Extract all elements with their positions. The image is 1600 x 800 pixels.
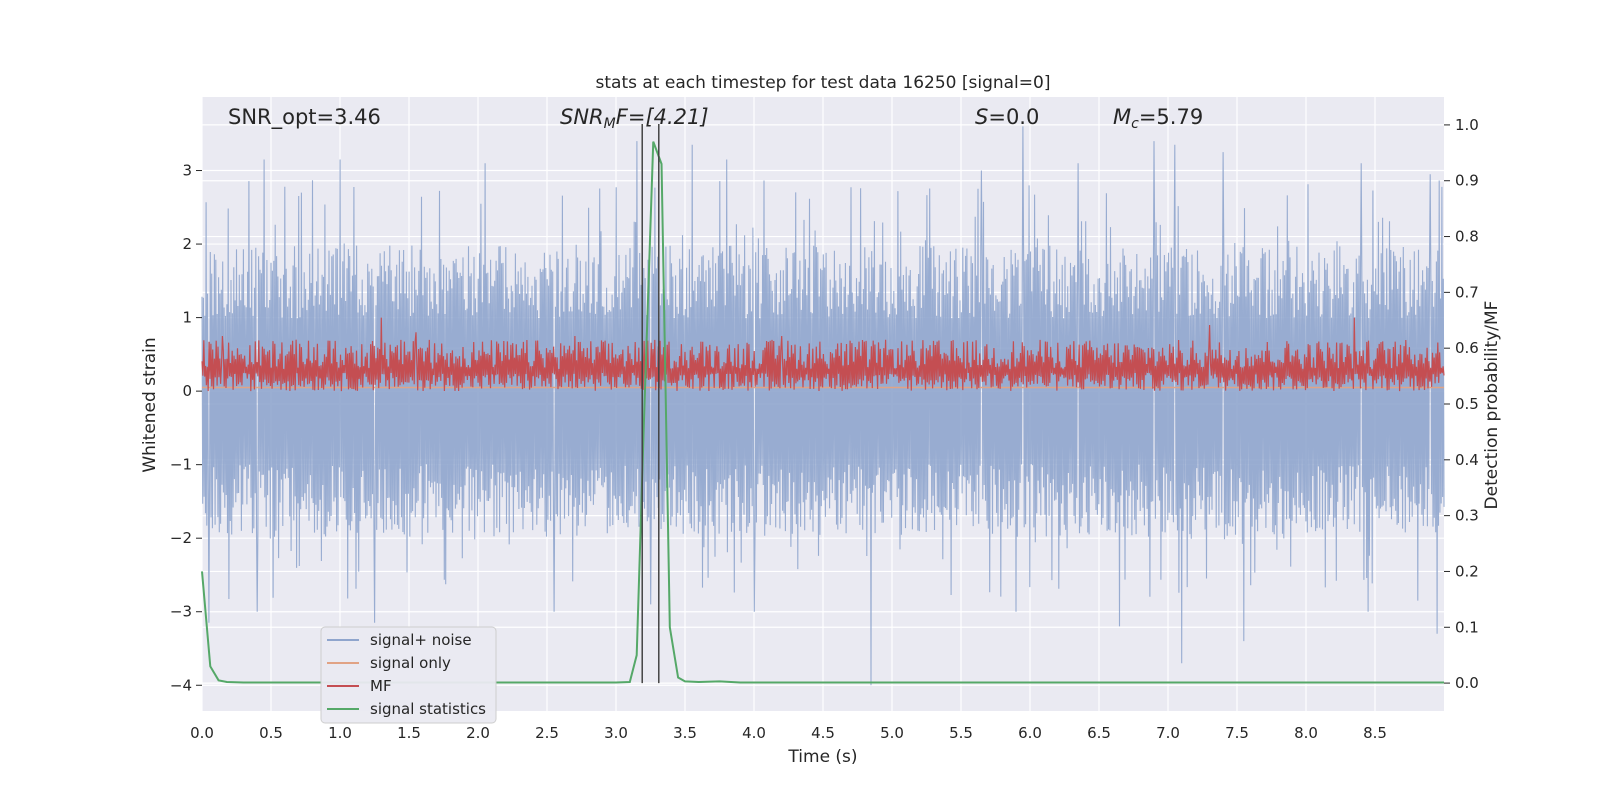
annotation-mc-value: =5.79: [1139, 105, 1203, 129]
annotation-snr-mf-value: F=[4.21]: [616, 105, 709, 129]
x-tick-label: 6.0: [1018, 724, 1042, 742]
series-mf: [201, 317, 1445, 392]
annotation-snr-mf-symbol: SNR: [560, 105, 604, 129]
vertical-markers: [641, 124, 660, 684]
chart-title: stats at each timestep for test data 162…: [596, 73, 1051, 93]
y2-tick-label: 0.5: [1455, 395, 1479, 413]
y2-tick-label: 0.0: [1455, 674, 1479, 692]
y2-axis-label: Detection probability/MF: [1482, 301, 1502, 510]
annotation-s-symbol: S: [975, 105, 988, 129]
x-tick-label: 7.5: [1225, 724, 1249, 742]
annotation-snr-mf: SNRMF=[4.21]: [560, 105, 709, 132]
y-tick-label: −3: [170, 603, 192, 621]
x-tick-label: 8.5: [1363, 724, 1387, 742]
y2-tick-label: 1.0: [1455, 116, 1479, 134]
series-layer: [201, 126, 1445, 686]
y-tick-label: −2: [170, 529, 192, 547]
y2-tick-label: 0.8: [1455, 228, 1479, 246]
annotation-snr-opt: SNR_opt=3.46: [228, 105, 381, 130]
legend-box: [320, 626, 497, 724]
series-signal-statistics: [201, 141, 1444, 684]
annotation-snr-mf-subscript: M: [604, 116, 616, 132]
x-axis-label: Time (s): [787, 747, 857, 767]
y-tick-label: 0: [182, 382, 192, 400]
y2-tick-label: 0.4: [1455, 451, 1479, 469]
y-tick-label: −4: [170, 676, 192, 694]
legend-label-signal-statistics: signal statistics: [370, 700, 486, 718]
annotation-mc-subscript: c: [1131, 116, 1139, 132]
x-tick-label: 0.0: [190, 724, 214, 742]
y2-tick-label: 0.3: [1455, 507, 1479, 525]
x-tick-label: 2.0: [466, 724, 490, 742]
x-tick-label: 5.5: [949, 724, 973, 742]
y2-tick-label: 0.2: [1455, 562, 1479, 580]
y-tick-label: −1: [170, 456, 192, 474]
y-tick-label: 3: [182, 162, 192, 180]
x-tick-label: 1.5: [397, 724, 421, 742]
x-tick-label: 5.0: [880, 724, 904, 742]
y2-tick-label: 0.6: [1455, 339, 1479, 357]
x-tick-label: 3.5: [673, 724, 697, 742]
legend-label-mf: MF: [370, 677, 392, 695]
x-tick-label: 8.0: [1294, 724, 1318, 742]
x-tick-label: 7.0: [1156, 724, 1180, 742]
tick-labels: 0.0 0.5 1.0 1.5 2.0 2.5 3.0 3.5 4.0 4.5 5.0 5.5 6.0 6…: [170, 116, 1479, 742]
x-tick-label: 4.0: [742, 724, 766, 742]
legend: signal+ noise signal only MF signal stat…: [320, 626, 497, 724]
annotation-mc-symbol: M: [1113, 105, 1131, 129]
legend-label-signal-noise: signal+ noise: [370, 631, 472, 649]
y-axis-label: Whitened strain: [140, 337, 160, 472]
x-tick-label: 2.5: [535, 724, 559, 742]
legend-label-signal-only: signal only: [370, 654, 451, 672]
annotation-s-value: =0.0: [988, 105, 1039, 129]
y-tick-label: 2: [182, 235, 192, 253]
x-tick-label: 4.5: [811, 724, 835, 742]
y-tick-label: 1: [182, 309, 192, 327]
x-tick-label: 0.5: [259, 724, 283, 742]
x-tick-label: 6.5: [1087, 724, 1111, 742]
y2-tick-label: 0.9: [1455, 172, 1479, 190]
annotation-mc: Mc=5.79: [1113, 105, 1203, 132]
annotation-s: S=0.0: [975, 105, 1039, 129]
y2-tick-label: 0.1: [1455, 618, 1479, 636]
y2-tick-label: 0.7: [1455, 283, 1479, 301]
x-tick-label: 1.0: [328, 724, 352, 742]
x-tick-label: 3.0: [604, 724, 628, 742]
